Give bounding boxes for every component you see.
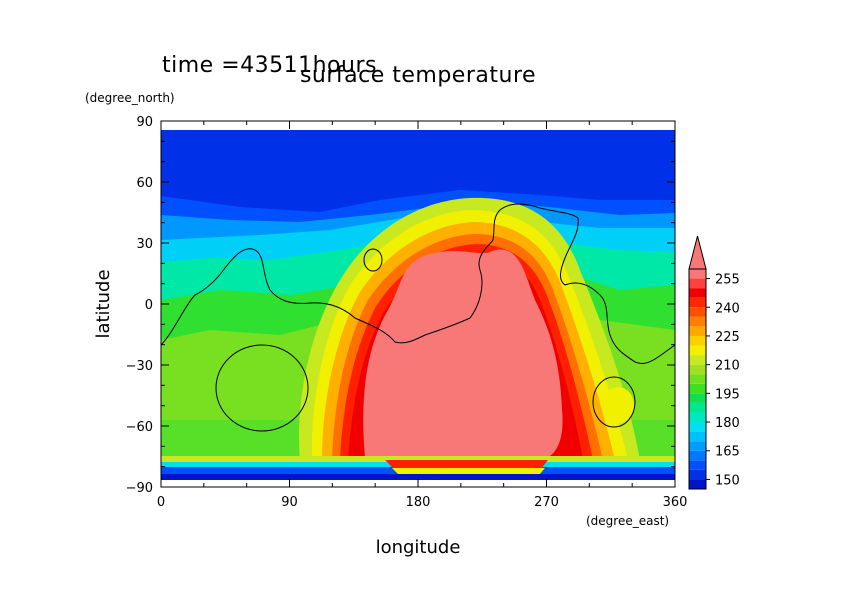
colorbar-segment	[689, 374, 706, 384]
colorbar-segment	[689, 460, 706, 470]
colorbar-segment	[689, 345, 706, 356]
colorbar-segment	[689, 326, 706, 336]
colorbar-segment	[689, 450, 706, 461]
colorbar-tick-label: 210	[715, 359, 740, 374]
colorbar-segment	[689, 316, 706, 327]
y-tick-label: 60	[136, 176, 153, 191]
colorbar-tick-label: 150	[715, 473, 740, 488]
contour-lines	[161, 203, 675, 432]
y-axis-label: latitude	[93, 269, 114, 338]
contour-coastline	[161, 203, 675, 364]
colorbar-segment	[689, 402, 706, 413]
colorbar-tick-label: 195	[715, 387, 740, 402]
field-south-deep-blue	[161, 474, 675, 480]
chart-title: surface temperature	[300, 63, 536, 88]
contour-south-east	[592, 376, 636, 428]
colorbar-segment	[689, 278, 706, 289]
colorbar-segment	[689, 412, 706, 423]
tick-labels: 0 90 180 270 360 90 60 30 0 −30 −60 −90	[126, 115, 688, 510]
colorbar-segment	[689, 393, 706, 403]
colorbar-segment	[689, 422, 706, 432]
colorbar-segment	[689, 431, 706, 442]
colorbar-segment	[689, 288, 706, 298]
colorbar-segment	[689, 297, 706, 308]
x-tick-label: 90	[281, 495, 298, 510]
colorbar-segment	[689, 307, 706, 317]
colorbar-segment	[689, 383, 706, 394]
colorbar-segment	[689, 355, 706, 365]
contour-island	[363, 248, 383, 272]
time-label: time =43511hours	[162, 53, 377, 78]
y-tick-label: −90	[126, 481, 153, 496]
colorbar-extend-arrow	[688, 235, 707, 270]
colorbar-segment	[689, 364, 706, 375]
x-axis-label: longitude	[376, 537, 461, 558]
colorbar-tick-label: 225	[715, 330, 740, 345]
colorbar-tick-label: 240	[715, 301, 740, 316]
colorbar-tick-label: 180	[715, 416, 740, 431]
colorbar-segment	[689, 479, 706, 489]
x-tick-label: 180	[406, 495, 431, 510]
colorbar: 150 165 180 195 210 225 240 255	[688, 235, 740, 490]
y-tick-label: −60	[126, 420, 153, 435]
y-tick-label: 30	[136, 237, 153, 252]
field-warm-spot	[602, 387, 634, 423]
field-core-hot	[363, 249, 563, 460]
y-tick-label: 90	[136, 115, 153, 130]
x-tick-label: 360	[663, 495, 688, 510]
field-south-yellow	[161, 456, 675, 462]
x-unit-label: (degree_east)	[586, 514, 669, 528]
field-south-notch-warm	[385, 460, 548, 470]
colorbar-segment	[689, 269, 706, 279]
colorbar-tick-label: 255	[715, 273, 740, 288]
y-tick-label: −30	[126, 359, 153, 374]
tick-marks	[160, 120, 676, 488]
y-unit-label: (degree_north)	[85, 91, 175, 105]
y-tick-label: 0	[145, 298, 153, 313]
colorbar-segment	[689, 441, 706, 451]
x-tick-label: 270	[534, 495, 559, 510]
colorbar-tick-label: 165	[715, 445, 740, 460]
field-south-notch-yellow	[392, 468, 545, 474]
x-tick-label: 0	[157, 495, 165, 510]
colorbar-segment	[689, 469, 706, 480]
colorbar-segment	[689, 335, 706, 346]
contour-south-west	[215, 344, 309, 432]
colorbar-frame	[688, 268, 707, 490]
temperature-field	[161, 121, 675, 487]
